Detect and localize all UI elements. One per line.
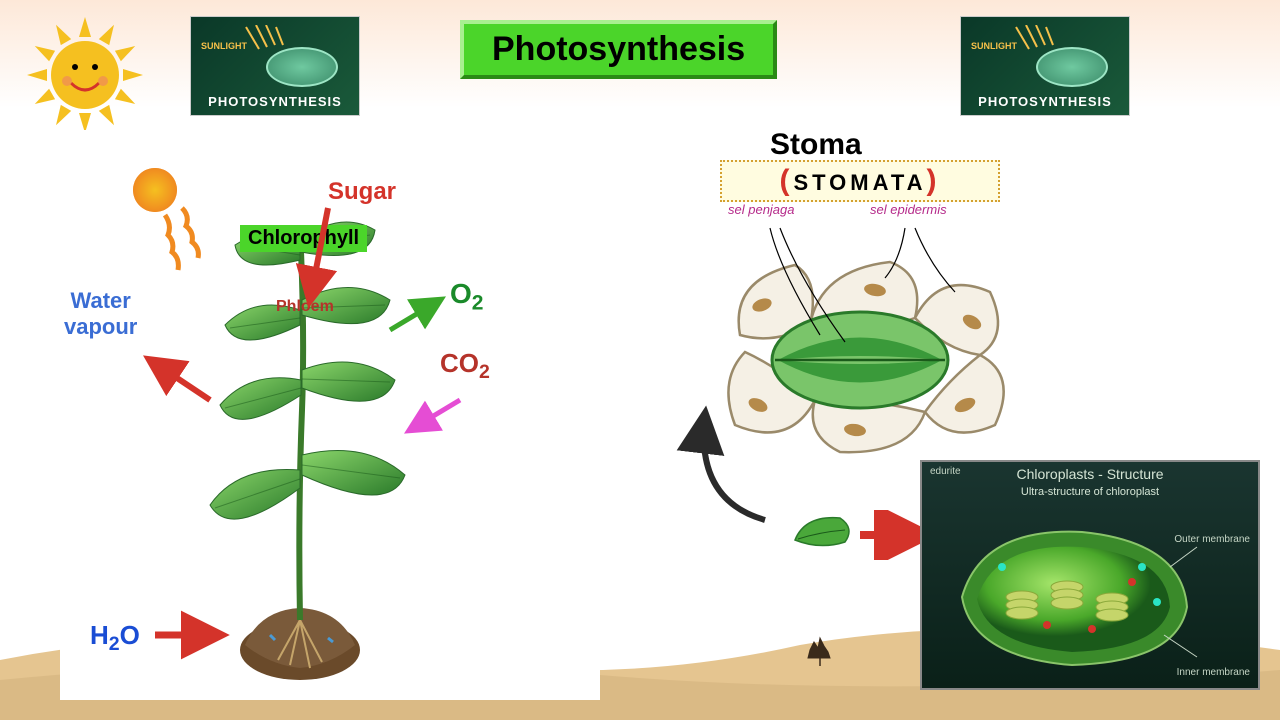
chloroplast-structure-panel: edurite Chloroplasts - Structure Ultra-s… xyxy=(920,460,1260,690)
leaf-to-stoma-arrow xyxy=(670,390,800,530)
inner-membrane-label: Inner membrane xyxy=(1177,667,1250,678)
plant-diagram: Sugar Chlorophyll Phloem O2 CO2 Water va… xyxy=(60,130,600,700)
stomata-header: (STOMATA) xyxy=(720,160,1000,202)
sun-cartoon-icon xyxy=(20,10,150,140)
guard-cell-label: sel penjaga xyxy=(728,202,795,217)
leaf-icon xyxy=(790,510,860,550)
chloroplast-subtitle: Ultra-structure of chloroplast xyxy=(922,486,1258,504)
page-title: Photosynthesis xyxy=(460,20,777,79)
stoma-heading: Stoma xyxy=(770,128,862,162)
epidermis-cell-label: sel epidermis xyxy=(870,202,947,217)
outer-membrane-label: Outer membrane xyxy=(1174,534,1250,545)
chloroplast-title: Chloroplasts - Structure xyxy=(922,462,1258,486)
photosynthesis-badge-right: SUNLIGHT PHOTOSYNTHESIS xyxy=(960,16,1130,116)
plant-arrows xyxy=(60,130,600,700)
photosynthesis-badge-left: SUNLIGHT PHOTOSYNTHESIS xyxy=(190,16,360,116)
chloroplast-illustration xyxy=(942,507,1202,677)
